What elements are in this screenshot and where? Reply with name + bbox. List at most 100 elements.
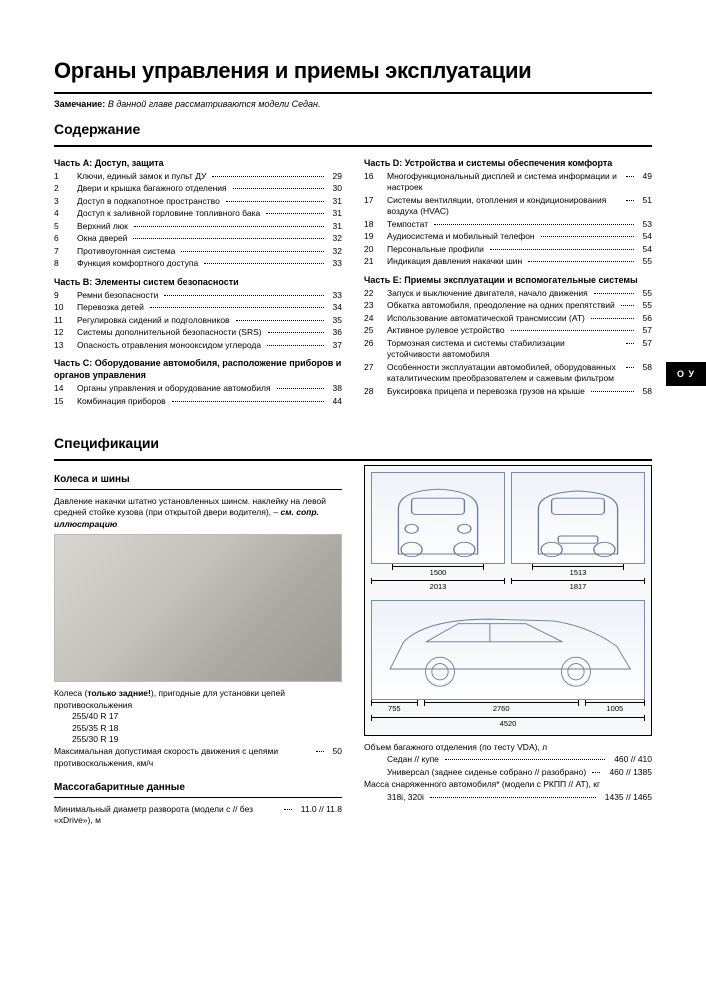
toc-page: 55 [640,288,652,299]
toc-leader [626,176,634,177]
toc-leader [236,320,324,321]
tire-size: 255/35 R 18 [72,723,342,734]
toc-page: 29 [330,171,342,182]
toc-label: Обкатка автомобиля, преодоление на одних… [387,300,615,311]
toc-page: 56 [640,313,652,324]
toc-page: 55 [640,300,652,311]
toc-number: 1 [54,171,71,182]
toc-row: 24Использование автоматической трансмисс… [364,313,652,324]
tire-size: 255/30 R 19 [72,734,342,745]
toc-number: 12 [54,327,71,338]
toc-row: 28Буксировка прицепа и перевозка грузов … [364,386,652,397]
toc-number: 2 [54,183,71,194]
toc-row: 7Противоугонная система32 [54,246,342,257]
toc-page: 33 [330,290,342,301]
toc-row: 4 Доступ к заливной горловине топливного … [54,208,342,219]
trunk-sedan-row: Седан // купе 460 // 410 [364,754,652,765]
toc-label: Запуск и выключение двигателя, начало дв… [387,288,588,299]
toc-label: Системы дополнительной безопасности (SRS… [77,327,262,338]
toc-part-title: Часть B: Элементы систем безопасности [54,276,342,288]
max-speed-row: Максимальная допустимая скорость движени… [54,746,342,769]
car-rear-view [511,472,645,564]
tire-size: 255/40 R 17 [72,711,342,722]
toc-label: Ключи, единый замок и пульт ДУ [77,171,206,182]
toc-number: 5 [54,221,71,232]
toc-part-title: Часть A: Доступ, защита [54,157,342,169]
toc-label: Двери и крышка багажного отделения [77,183,227,194]
toc-part-title: Часть D: Устройства и системы обеспечени… [364,157,652,169]
toc-page: 49 [640,171,652,182]
toc-number: 11 [54,315,71,326]
curb-weight-label: Масса снаряженного автомобиля* (модели с… [364,779,652,790]
toc-leader [181,251,323,252]
toc-leader [226,201,324,202]
door-sill-photo [54,534,342,682]
toc-leader [490,249,634,250]
contents-heading: Содержание [54,120,652,139]
toc-leader [212,176,323,177]
toc-number: 22 [364,288,381,299]
toc-label: Системы вентиляции, отопления и кондицио… [387,195,620,218]
divider [54,797,342,798]
toc-part-title: Часть E: Приемы эксплуатации и вспомогат… [364,274,652,286]
divider [54,459,652,461]
toc-label: Противоугонная система [77,246,175,257]
toc-leader [591,318,634,319]
toc-page: 54 [640,244,652,255]
toc-page: 35 [330,315,342,326]
toc-number: 6 [54,233,71,244]
toc-row: 1 Ключи, единый замок и пульт ДУ 29 [54,171,342,182]
toc-label: Персональные профили [387,244,484,255]
toc-row: 15Комбинация приборов44 [54,396,342,407]
toc-row: 2Двери и крышка багажного отделения30 [54,183,342,194]
toc-row: 12 Системы дополнительной безопасности (S… [54,327,342,338]
toc-number: 26 [364,338,381,349]
note: Замечание: В данной главе рассматриваютс… [54,98,652,110]
toc-row: 10Перевозка детей34 [54,302,342,313]
toc-number: 27 [364,362,381,373]
toc-leader [233,188,324,189]
toc-page: 44 [330,396,342,407]
toc-leader [164,295,323,296]
toc-page: 51 [640,195,652,206]
toc-number: 17 [364,195,381,206]
toc-page: 55 [640,256,652,267]
rear-wheel-text: Колеса (только задние!), пригодные для у… [54,688,342,711]
toc-number: 13 [54,340,71,351]
toc-label: Доступ к заливной горловине топливного б… [77,208,260,219]
wheels-pressure-text: Давление накачки штатно установленных ши… [54,496,342,530]
toc-number: 10 [54,302,71,313]
toc-page: 31 [330,221,342,232]
toc-leader [204,263,323,264]
toc-row: 18Темпостат53 [364,219,652,230]
toc-page: 32 [330,246,342,257]
toc-part-title: Часть C: Оборудование автомобиля, распол… [54,357,342,381]
toc-label: Комбинация приборов [77,396,166,407]
toc-leader [626,200,634,201]
specs-heading: Спецификации [54,434,652,453]
toc-number: 23 [364,300,381,311]
toc-leader [267,345,323,346]
toc-row: 6Окна дверей32 [54,233,342,244]
curb-weight-row: 318i, 320i 1435 // 1465 [364,792,652,803]
toc-page: 58 [640,386,652,397]
toc-leader [528,261,633,262]
toc-label: Регулировка сидений и подголовников [77,315,230,326]
toc-label: Буксировка прицепа и перевозка грузов на… [387,386,585,397]
toc-row: 23 Обкатка автомобиля, преодоление на одн… [364,300,652,311]
trunk-universal-row: Универсал (заднее сиденье собрано // раз… [364,767,652,778]
toc-number: 20 [364,244,381,255]
toc-leader [133,238,323,239]
toc-leader [626,367,634,368]
toc-row: 8Функция комфортного доступа33 [54,258,342,269]
toc-label: Доступ в подкапотное пространство [77,196,220,207]
toc-number: 4 [54,208,71,219]
toc-row: 27Особенности эксплуатации автомобилей, … [364,362,652,385]
side-tab: О У [666,362,706,386]
toc-row: 25Активное рулевое устройство57 [364,325,652,336]
toc-row: 20 Персональные профили 54 [364,244,652,255]
toc-label: Индикация давления накачки шин [387,256,522,267]
toc-number: 21 [364,256,381,267]
toc-page: 38 [330,383,342,394]
toc-page: 58 [640,362,652,373]
